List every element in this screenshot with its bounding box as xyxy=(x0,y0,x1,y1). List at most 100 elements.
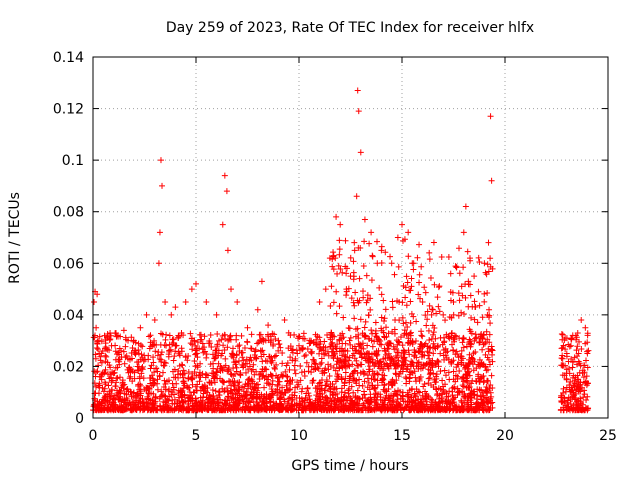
data-point xyxy=(394,349,401,356)
data-point xyxy=(431,324,438,331)
data-point xyxy=(95,362,102,369)
data-point xyxy=(366,240,373,247)
data-point xyxy=(408,283,415,290)
data-point xyxy=(157,351,164,358)
data-point xyxy=(560,407,567,414)
data-point xyxy=(357,369,364,376)
data-point xyxy=(294,350,301,357)
data-point xyxy=(248,389,255,396)
data-point xyxy=(346,375,353,382)
data-point xyxy=(268,359,275,366)
data-point xyxy=(416,279,423,286)
data-point xyxy=(265,380,272,387)
data-point xyxy=(146,333,153,340)
data-point xyxy=(345,362,352,369)
data-point xyxy=(346,354,353,361)
data-point xyxy=(474,319,481,326)
data-point xyxy=(458,347,465,354)
data-point xyxy=(378,325,385,332)
data-point xyxy=(134,359,141,366)
data-point xyxy=(399,221,405,228)
data-point xyxy=(275,347,282,354)
data-point xyxy=(481,298,488,305)
data-point xyxy=(177,403,184,410)
data-point xyxy=(485,314,492,321)
data-point xyxy=(374,370,381,377)
data-point xyxy=(483,388,490,395)
data-points xyxy=(90,87,592,414)
data-point xyxy=(458,309,465,316)
data-point xyxy=(459,339,466,346)
data-point xyxy=(487,389,494,396)
data-point xyxy=(330,355,337,362)
data-point xyxy=(224,393,231,400)
data-point xyxy=(137,405,144,412)
data-point xyxy=(450,298,457,305)
data-point xyxy=(394,407,401,414)
data-point xyxy=(351,407,358,414)
data-point xyxy=(439,377,446,384)
data-point xyxy=(449,289,456,296)
data-point xyxy=(351,247,358,254)
data-point xyxy=(469,377,476,384)
data-point xyxy=(221,347,228,354)
data-point xyxy=(312,331,319,338)
data-point xyxy=(304,385,311,392)
data-point xyxy=(403,273,410,280)
data-point xyxy=(404,279,411,286)
data-point xyxy=(99,347,106,354)
data-point xyxy=(214,400,221,407)
data-point xyxy=(399,368,406,375)
data-point xyxy=(199,407,206,414)
data-point xyxy=(334,371,341,378)
data-point xyxy=(368,327,375,334)
data-point xyxy=(357,316,364,323)
data-point xyxy=(166,332,173,339)
data-point xyxy=(367,295,374,302)
data-point xyxy=(144,407,151,414)
data-point xyxy=(240,357,247,364)
data-point xyxy=(352,289,359,296)
data-point xyxy=(478,387,485,394)
data-point xyxy=(439,341,446,348)
data-point xyxy=(286,366,293,373)
data-point xyxy=(356,376,363,383)
data-point xyxy=(280,372,287,379)
data-point xyxy=(572,407,579,414)
data-point xyxy=(178,394,185,401)
data-point xyxy=(399,299,406,306)
data-point xyxy=(435,303,442,310)
data-point xyxy=(336,345,343,352)
data-point xyxy=(300,335,307,342)
data-point xyxy=(442,372,449,379)
data-point xyxy=(262,365,269,372)
data-point xyxy=(364,372,371,379)
data-point xyxy=(249,366,256,373)
data-point xyxy=(361,378,368,385)
data-point xyxy=(332,344,339,351)
data-point xyxy=(451,399,458,406)
data-point xyxy=(382,351,389,358)
data-point xyxy=(291,366,298,373)
data-point xyxy=(209,386,216,393)
data-point xyxy=(489,358,496,365)
data-point xyxy=(225,367,232,374)
data-point xyxy=(485,268,492,275)
data-point xyxy=(208,370,215,377)
data-point xyxy=(143,384,150,391)
data-point xyxy=(407,298,414,305)
data-point xyxy=(558,355,565,362)
data-point xyxy=(172,304,179,311)
data-point xyxy=(239,407,246,414)
data-point xyxy=(262,406,269,413)
data-point xyxy=(480,406,487,413)
data-point xyxy=(325,366,332,373)
data-point xyxy=(487,113,494,120)
data-point xyxy=(151,402,158,409)
data-point xyxy=(343,292,350,299)
data-point xyxy=(418,328,425,335)
data-point xyxy=(396,388,403,395)
data-point xyxy=(411,352,418,359)
data-point xyxy=(484,399,491,406)
data-point xyxy=(400,362,407,369)
